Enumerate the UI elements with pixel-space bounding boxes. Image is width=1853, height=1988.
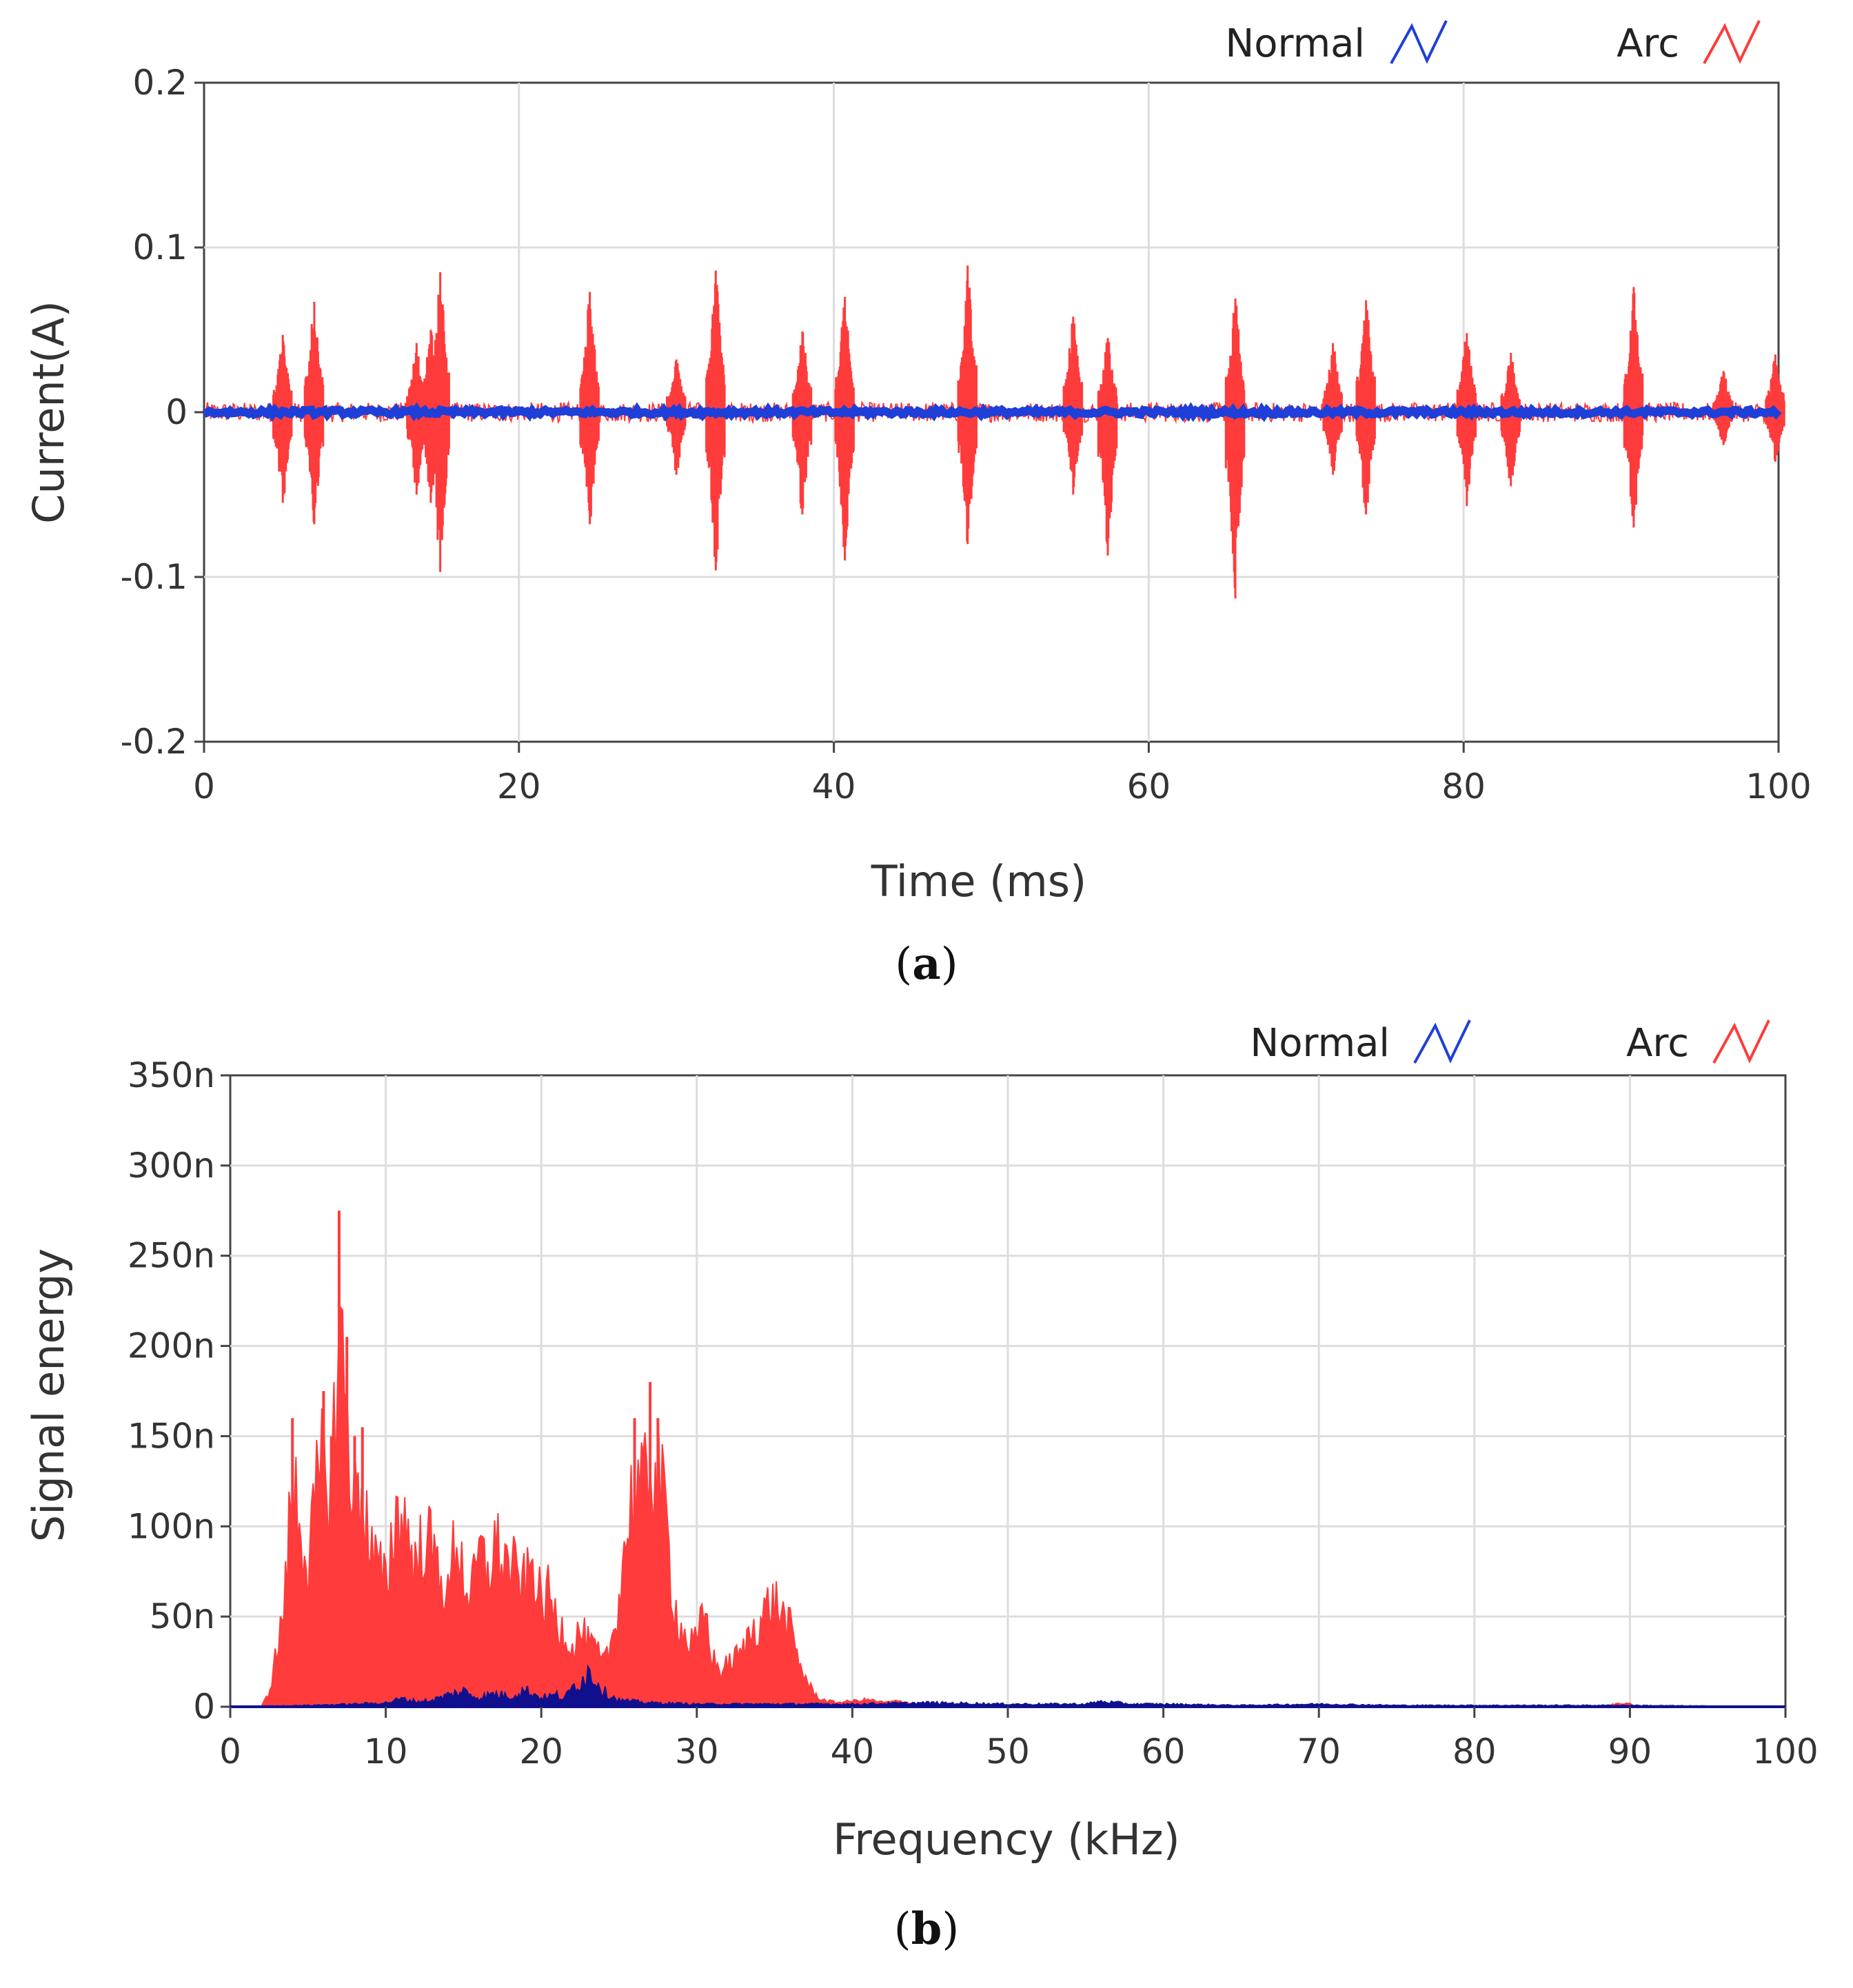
- chart-a-ytick-label: 0.2: [132, 63, 188, 103]
- chart-b-ylabel: Signal energy: [23, 1248, 74, 1542]
- chart-a-xlabel: Time (ms): [871, 856, 1087, 906]
- chart-a-legend-normal-swatch: [1390, 20, 1448, 64]
- chart-b-ytick-label: 250n: [128, 1236, 215, 1276]
- chart-a-legend-arc-label: Arc: [1617, 21, 1679, 66]
- panel-label-b: (b): [894, 1903, 960, 1955]
- chart-b-legend-normal-label: Normal: [1250, 1021, 1390, 1066]
- chart-b-x-ticks: 0 10 20 30 40 50 60 70 80 90 100: [219, 1707, 1819, 1772]
- chart-b-xtick-label: 20: [519, 1732, 563, 1772]
- chart-b-xtick-label: 90: [1608, 1732, 1652, 1772]
- chart-b-ytick-label: 50n: [150, 1596, 215, 1636]
- chart-b-xtick-label: 60: [1142, 1732, 1186, 1772]
- chart-a-legend: Normal Arc: [1225, 20, 1761, 66]
- chart-b-grid: [230, 1075, 1785, 1707]
- chart-b-xtick-label: 50: [986, 1732, 1030, 1772]
- chart-a-normal-series: [202, 402, 1782, 423]
- chart-a-xtick-label: 0: [193, 767, 215, 807]
- chart-a-xtick-label: 100: [1745, 767, 1811, 807]
- chart-b-legend-normal-swatch: [1413, 1020, 1471, 1064]
- chart-b-xtick-label: 0: [219, 1732, 241, 1772]
- chart-b-ytick-label: 150n: [128, 1416, 215, 1456]
- chart-b-ytick-label: 0: [193, 1687, 215, 1727]
- panel-label-b-letter: b: [911, 1903, 942, 1955]
- chart-b-xlabel: Frequency (kHz): [833, 1814, 1179, 1865]
- chart-a-ytick-label: 0.1: [132, 227, 188, 267]
- chart-b-xtick-label: 80: [1452, 1732, 1497, 1772]
- chart-a-ylabel: Current(A): [23, 301, 74, 524]
- chart-a-xtick-label: 20: [497, 767, 541, 807]
- chart-b-y-ticks: 350n 300n 250n 200n 150n 100n 50n 0: [128, 1055, 230, 1727]
- chart-b-xtick-label: 30: [675, 1732, 719, 1772]
- chart-a-x-ticks: 0 20 40 60 80 100: [193, 742, 1812, 807]
- panel-label-a: (a): [895, 938, 958, 990]
- chart-a-ytick-label: 0: [165, 392, 188, 432]
- chart-b-xtick-label: 100: [1752, 1732, 1818, 1772]
- chart-a-y-ticks: 0.2 0.1 0 -0.1 -0.2: [120, 63, 204, 762]
- chart-a: 0.2 0.1 0 -0.1 -0.2 0 20 40 60 80 100 Time (ms) C…: [23, 20, 1812, 990]
- chart-b-xtick-label: 10: [364, 1732, 408, 1772]
- chart-a-legend-normal-label: Normal: [1225, 21, 1365, 66]
- chart-b-xtick-label: 70: [1297, 1732, 1341, 1772]
- chart-b-ytick-label: 300n: [128, 1146, 215, 1186]
- chart-a-xtick-label: 60: [1127, 767, 1171, 807]
- chart-a-ytick-label: -0.2: [120, 722, 188, 762]
- chart-b-legend-arc-swatch: [1712, 1020, 1770, 1064]
- chart-b: 350n 300n 250n 200n 150n 100n 50n 0 0 10 20 30 40 50…: [23, 1020, 1819, 1955]
- chart-b-ytick-label: 100n: [128, 1506, 215, 1546]
- chart-b-legend: Normal Arc: [1250, 1020, 1770, 1066]
- chart-b-xtick-label: 40: [831, 1732, 875, 1772]
- chart-a-legend-arc-swatch: [1703, 20, 1761, 64]
- chart-a-xtick-label: 40: [812, 767, 856, 807]
- chart-b-legend-arc-label: Arc: [1626, 1021, 1689, 1066]
- chart-a-ytick-label: -0.1: [120, 557, 188, 597]
- chart-a-xtick-label: 80: [1441, 767, 1486, 807]
- chart-a-arc-burst: [1097, 338, 1118, 556]
- panel-label-a-letter: a: [912, 938, 940, 990]
- chart-b-ytick-label: 200n: [128, 1326, 215, 1366]
- chart-a-normal-line: [202, 402, 1782, 423]
- chart-b-ytick-label: 350n: [128, 1055, 215, 1095]
